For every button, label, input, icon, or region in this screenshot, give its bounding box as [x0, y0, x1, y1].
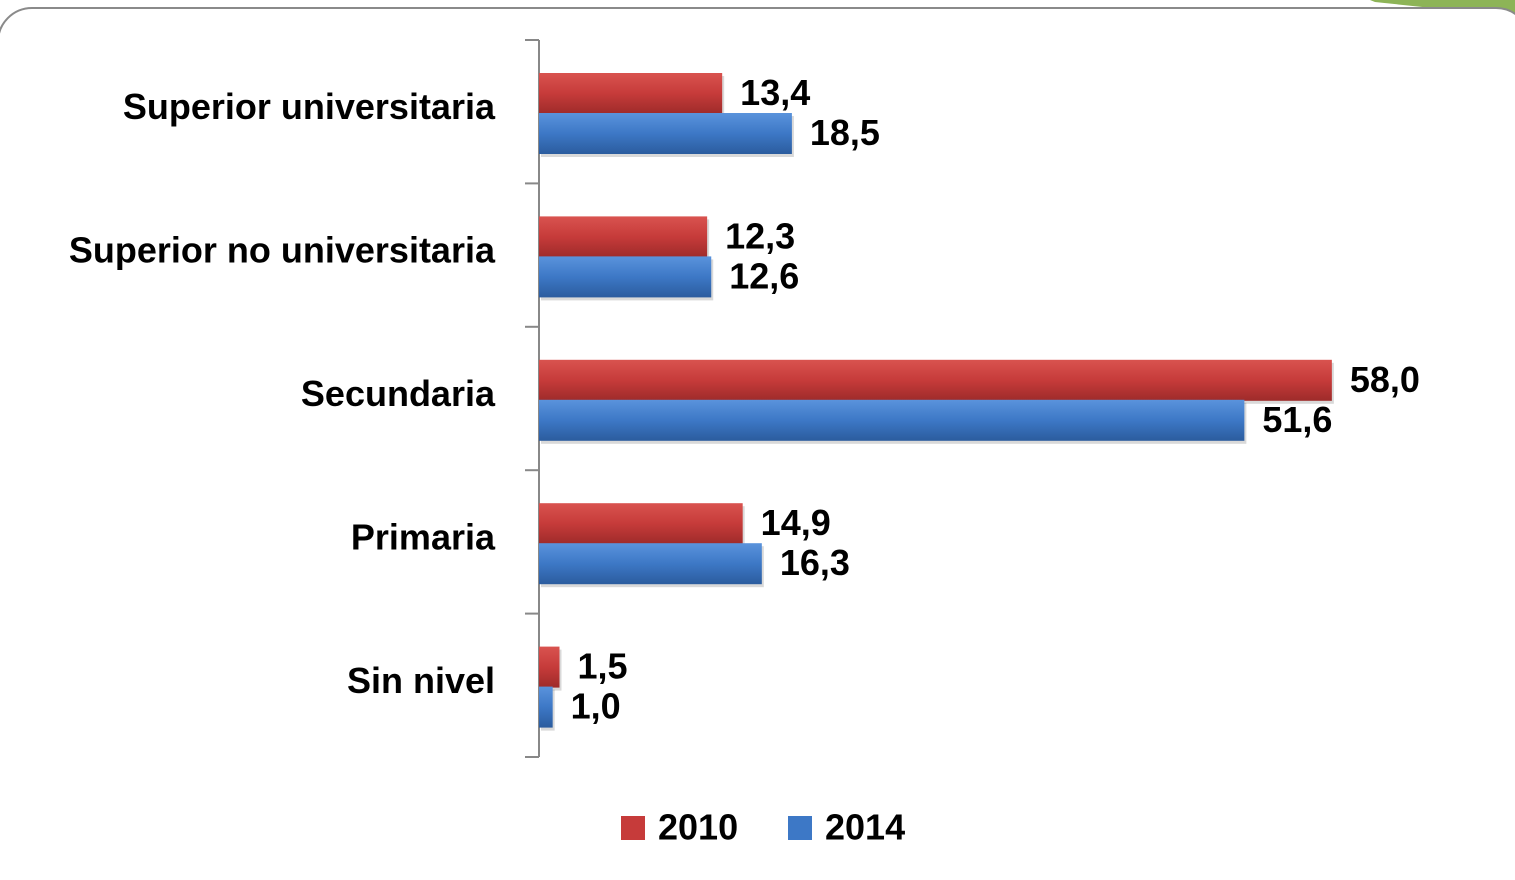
bar	[539, 543, 762, 585]
value-label: 51,6	[1262, 399, 1332, 440]
legend-swatch	[621, 816, 645, 840]
legend-label: 2014	[825, 807, 905, 848]
value-label: 14,9	[761, 502, 831, 543]
bar	[539, 646, 560, 688]
bar	[539, 73, 723, 114]
category-label: Superior universitaria	[123, 86, 496, 127]
value-label: 58,0	[1350, 359, 1420, 400]
bar	[539, 256, 712, 298]
value-label: 12,3	[725, 215, 795, 256]
bar	[539, 359, 1332, 401]
legend-label: 2010	[658, 807, 738, 848]
value-label: 12,6	[729, 255, 799, 296]
bar	[539, 216, 708, 258]
value-label: 16,3	[780, 542, 850, 583]
value-label: 1,5	[578, 646, 628, 687]
bar	[539, 503, 743, 545]
frame	[0, 7, 1515, 880]
bar	[539, 113, 792, 154]
bar	[539, 399, 1245, 441]
category-label: Sin nivel	[347, 660, 495, 701]
value-label: 18,5	[810, 112, 880, 153]
category-label: Secundaria	[301, 373, 496, 414]
legend-swatch	[788, 816, 812, 840]
bar	[539, 686, 553, 728]
category-label: Primaria	[351, 516, 496, 557]
value-label: 1,0	[571, 686, 621, 727]
value-label: 13,4	[740, 72, 810, 113]
category-label: Superior no universitaria	[69, 230, 496, 271]
